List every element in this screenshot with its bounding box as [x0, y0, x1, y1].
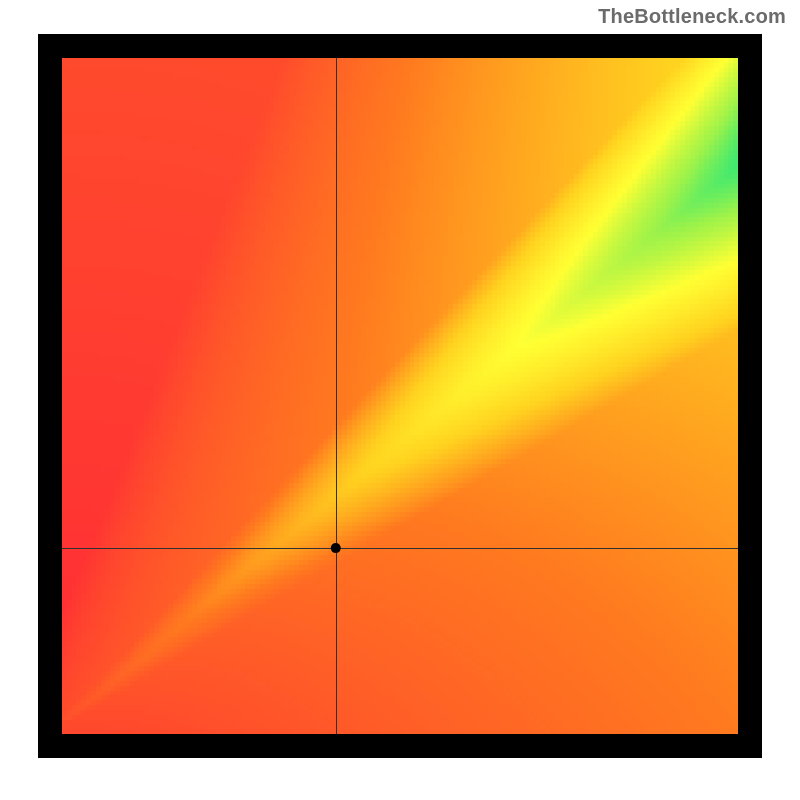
watermark-label: TheBottleneck.com: [598, 6, 786, 29]
bottleneck-heatmap: [38, 34, 762, 758]
